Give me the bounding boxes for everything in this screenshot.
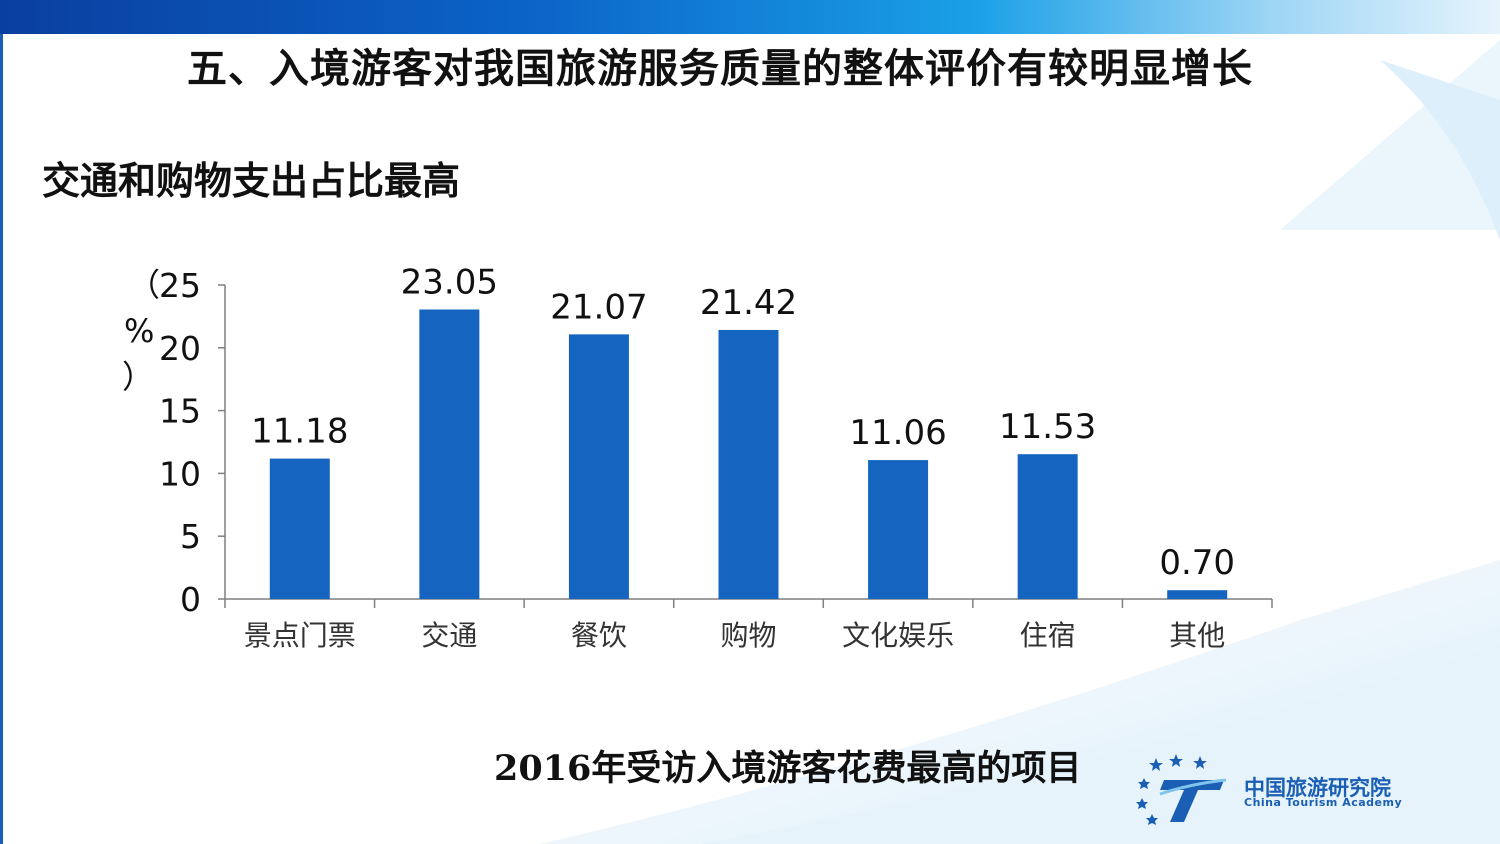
bar-0: [269, 458, 330, 599]
x-category-label: 购物: [720, 619, 776, 652]
bar-1: [419, 309, 480, 599]
bar-2: [568, 334, 629, 599]
bar-6: [1167, 590, 1228, 599]
logo-name-cn: 中国旅游研究院: [1244, 776, 1391, 800]
logo-name-en: China Tourism Academy: [1244, 796, 1403, 809]
slide-title: 五、入境游客对我国旅游服务质量的整体评价有较明显增长: [187, 45, 1253, 92]
bar-4: [868, 460, 929, 599]
data-label: 21.42: [700, 283, 797, 323]
y-tick-label: 15: [159, 392, 201, 431]
slide-subtitle: 交通和购物支出占比最高: [42, 158, 461, 203]
y-axis-label: ）: [122, 358, 154, 396]
data-label: 23.05: [401, 262, 498, 302]
bar-3: [718, 329, 779, 599]
data-label: 21.07: [550, 287, 647, 327]
x-category-label: 景点门票: [244, 619, 356, 652]
y-axis-label: %: [124, 312, 154, 350]
chart-caption: 2016年受访入境游客花费最高的项目: [494, 748, 1082, 789]
x-category-label: 餐饮: [571, 619, 627, 652]
data-label: 11.53: [999, 407, 1096, 447]
y-axis-label: （: [128, 266, 160, 304]
data-label: 0.70: [1159, 543, 1235, 583]
y-tick-label: 20: [159, 329, 201, 368]
y-tick-label: 5: [180, 517, 201, 556]
x-category-label: 文化娱乐: [842, 619, 954, 652]
left-edge-line: [0, 34, 3, 844]
y-tick-label: 10: [159, 454, 201, 493]
bar-5: [1017, 454, 1078, 599]
y-tick-label: 25: [159, 266, 201, 305]
china-tourism-academy-logo: [1136, 754, 1227, 825]
top-banner: [0, 0, 1500, 34]
y-tick-label: 0: [180, 580, 201, 619]
data-label: 11.18: [251, 412, 348, 452]
x-category-label: 其他: [1169, 619, 1225, 652]
x-category-label: 住宿: [1020, 619, 1076, 652]
data-label: 11.06: [849, 413, 946, 453]
x-category-label: 交通: [421, 619, 477, 652]
